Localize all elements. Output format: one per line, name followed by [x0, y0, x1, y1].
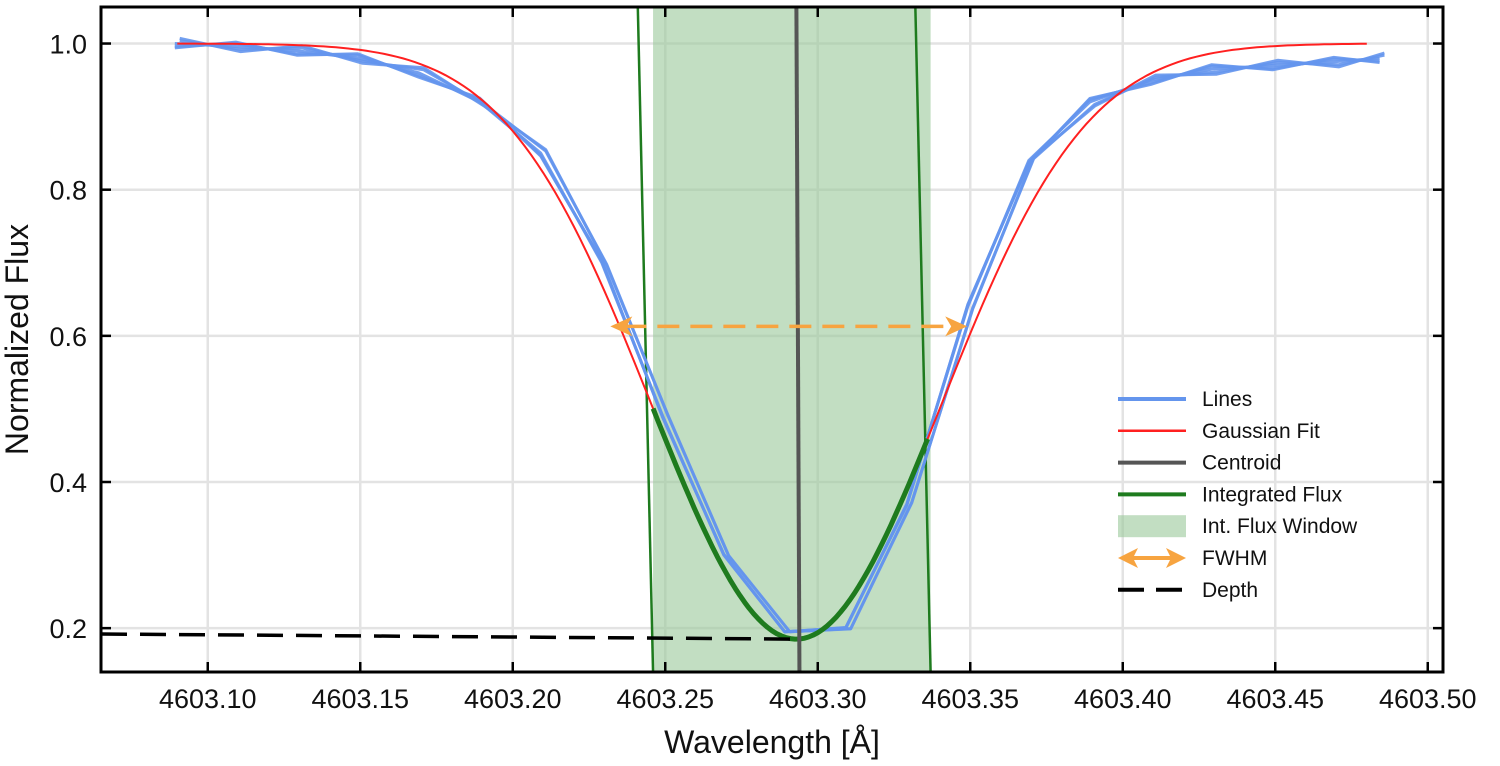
legend-int-flux-window-swatch: [1118, 515, 1186, 538]
x-tick-label: 4603.40: [1074, 684, 1172, 714]
legend-fwhm-arrowhead-left: [1118, 548, 1138, 568]
legend: Lines Gaussian Fit Centroid Integrated Flux…: [1118, 388, 1358, 602]
legend-depth-label: Depth: [1202, 579, 1258, 602]
fwhm-arrowhead-left: [610, 316, 633, 337]
legend-integrated-flux-label: Integrated Flux: [1202, 483, 1343, 506]
y-axis-label: Normalized Flux: [0, 224, 35, 455]
axis-ticks: [101, 7, 1443, 672]
legend-fwhm-label: FWHM: [1202, 547, 1267, 570]
y-tick-label: 1.0: [49, 30, 87, 60]
integrated-flux-line: [650, 407, 930, 642]
integrated-flux-window: [636, 6, 932, 673]
x-tick-label: 4603.25: [616, 684, 714, 714]
legend-centroid-label: Centroid: [1202, 452, 1281, 475]
fwhm-arrowhead-right: [945, 316, 968, 337]
y-tick-label: 0.6: [49, 322, 87, 352]
centroid-group: [794, 6, 802, 673]
x-tick-label: 4603.20: [464, 684, 562, 714]
axis-tick-labels: 4603.10 4603.15 4603.20 4603.25 4603.30 4603.…: [49, 30, 1476, 714]
integrated-flux-group: [650, 407, 930, 642]
x-tick-label: 4603.30: [769, 684, 867, 714]
legend-lines-label: Lines: [1202, 388, 1252, 411]
y-tick-label: 0.4: [49, 468, 87, 498]
legend-fwhm-arrowhead-right: [1166, 548, 1186, 568]
legend-gaussian-fit-label: Gaussian Fit: [1202, 420, 1320, 443]
observed-line: [174, 40, 1380, 634]
x-tick-label: 4603.35: [921, 684, 1019, 714]
centroid-line: [794, 6, 802, 673]
fwhm-group: [610, 316, 968, 337]
y-tick-label: 0.8: [49, 176, 87, 206]
plot-frame: [99, 5, 1445, 674]
x-axis-label: Wavelength [Å]: [664, 724, 880, 760]
observed-lines-group: [174, 36, 1385, 634]
y-tick-label: 0.2: [49, 614, 87, 644]
window-left-edge: [636, 6, 655, 673]
window-fill: [653, 7, 931, 672]
x-tick-label: 4603.50: [1379, 684, 1477, 714]
x-tick-label: 4603.45: [1226, 684, 1324, 714]
legend-int-flux-window-label: Int. Flux Window: [1202, 515, 1358, 538]
x-tick-label: 4603.15: [311, 684, 409, 714]
x-tick-label: 4603.10: [159, 684, 257, 714]
window-right-edge: [914, 6, 932, 673]
